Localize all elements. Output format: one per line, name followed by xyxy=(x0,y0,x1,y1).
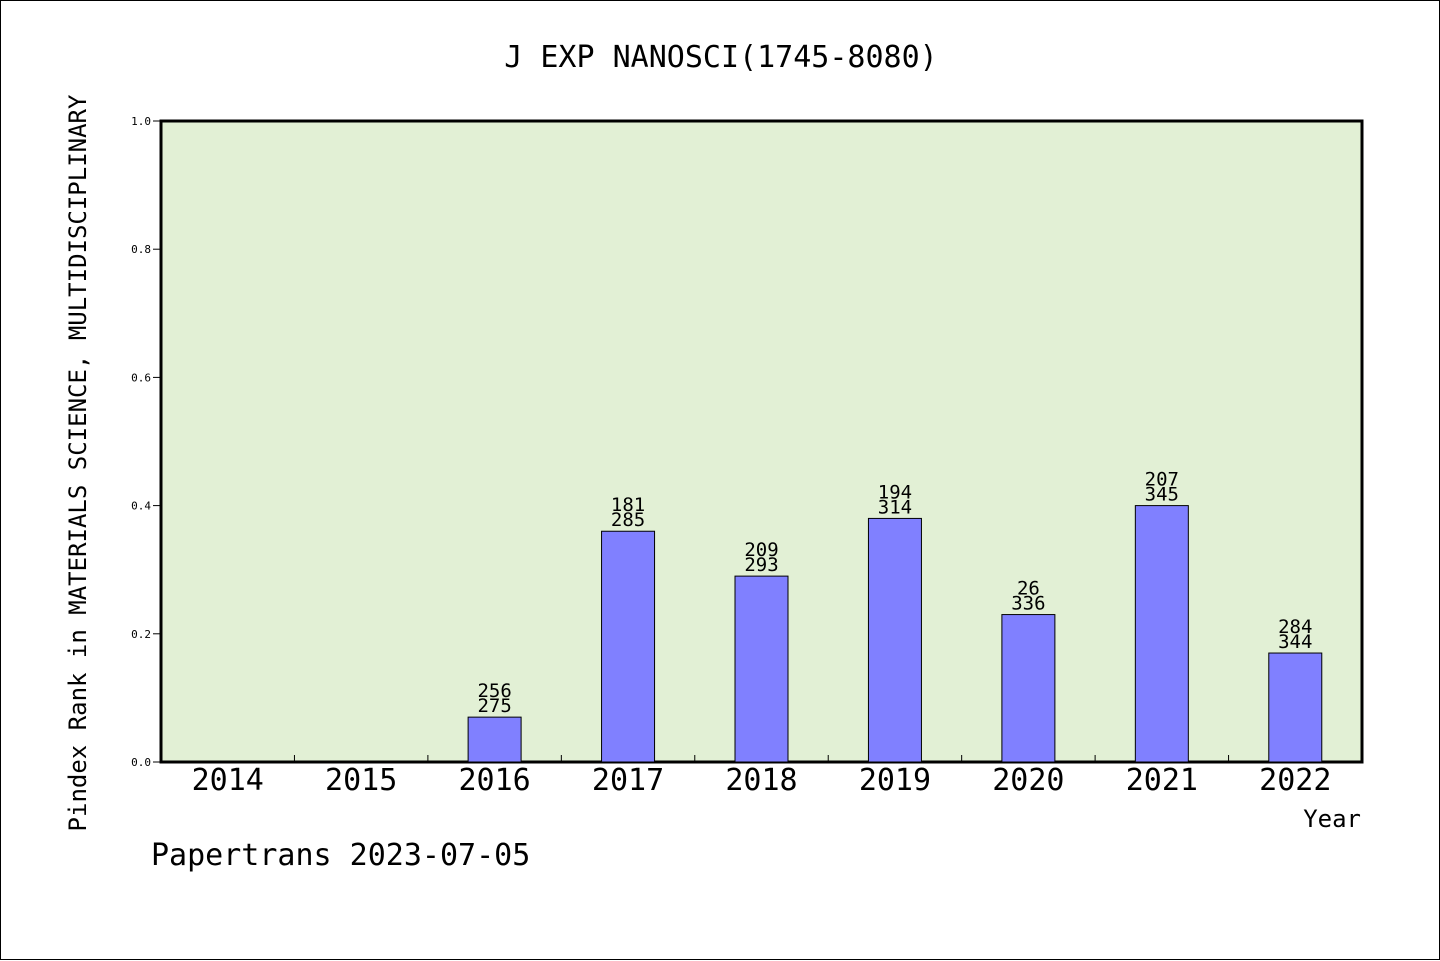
y-tick-label: 0.0 xyxy=(131,756,151,769)
bar-rank-label: 256 xyxy=(477,680,511,702)
x-tick-label: 2014 xyxy=(192,763,264,798)
bar-rank-label: 207 xyxy=(1145,469,1179,491)
bar-total-label: 293 xyxy=(744,554,778,576)
y-tick-label: 0.6 xyxy=(131,371,151,384)
bar-series xyxy=(467,505,1323,763)
bar-2016 xyxy=(467,716,522,763)
bar-rank-label: 181 xyxy=(611,494,645,516)
x-tick-label: 2016 xyxy=(458,763,530,798)
x-tick-label: 2020 xyxy=(992,763,1064,798)
bar-2022 xyxy=(1268,652,1323,763)
y-axis: 0.0 0.2 0.4 0.6 0.8 1.0 xyxy=(131,115,161,769)
bar-2019 xyxy=(867,517,922,763)
bar-rank-label: 194 xyxy=(878,481,912,503)
bar-total-label: 314 xyxy=(878,496,912,518)
bar-2021 xyxy=(1134,505,1189,763)
x-tick-label: 2019 xyxy=(859,763,931,798)
bar-total-label: 344 xyxy=(1278,631,1312,653)
bar-total-label: 345 xyxy=(1145,484,1179,506)
y-tick-label: 0.2 xyxy=(131,628,151,641)
bar-2020 xyxy=(1001,614,1056,763)
bar-rank-label: 284 xyxy=(1278,616,1312,638)
x-tick-label: 2015 xyxy=(325,763,397,798)
bar-total-label: 336 xyxy=(1011,593,1045,615)
bar-total-label: 275 xyxy=(477,695,511,717)
y-tick-label: 0.4 xyxy=(131,500,151,513)
x-tick-label: 2018 xyxy=(725,763,797,798)
x-tick-label: 2021 xyxy=(1126,763,1198,798)
bar-rank-label: 26 xyxy=(1017,578,1040,600)
x-tick-label: 2022 xyxy=(1259,763,1331,798)
bar-total-label: 285 xyxy=(611,509,645,531)
bar-2017 xyxy=(601,530,656,763)
bar-2018 xyxy=(734,575,789,763)
y-tick-label: 0.8 xyxy=(131,243,151,256)
y-axis-label: Pindex Rank in MATERIALS SCIENCE, MULTID… xyxy=(64,94,92,831)
footer-credit: Papertrans 2023-07-05 xyxy=(151,838,530,873)
bar-rank-label: 209 xyxy=(744,539,778,561)
x-axis: 2014 2015 2016 2017 2018 2019 2020 2021 2022 xyxy=(192,755,1331,798)
x-tick-label: 2017 xyxy=(592,763,664,798)
x-axis-label: Year xyxy=(1303,805,1361,833)
y-tick-label: 1.0 xyxy=(131,115,151,128)
chart-title: J EXP NANOSCI(1745-8080) xyxy=(504,40,937,75)
